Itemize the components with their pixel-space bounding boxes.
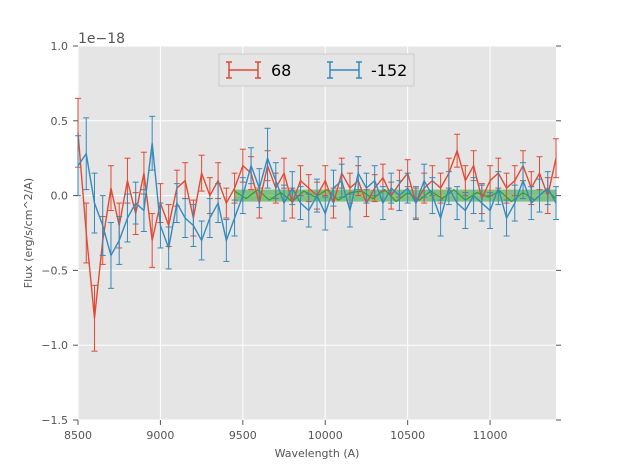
- y-tick-label: −1.0: [41, 339, 68, 352]
- x-axis-label: Wavelength (A): [275, 447, 360, 460]
- series-layer: [75, 97, 559, 352]
- y-tick-label: −1.5: [41, 414, 68, 427]
- legend-label-neg152: -152: [371, 61, 407, 80]
- x-tick-label: 9000: [146, 429, 174, 442]
- y-tick-label: 0.5: [51, 115, 69, 128]
- x-tick-label: 10500: [390, 429, 425, 442]
- ticks: 8500 9000 9500 10000 10500 11000 −1.5 −1.0 −0.5 0…: [41, 40, 561, 442]
- y-tick-label: 1.0: [51, 40, 69, 53]
- y-tick-label: 0.0: [51, 190, 69, 203]
- y-offset-label: 1e−18: [78, 31, 125, 47]
- plot-background: [78, 46, 556, 420]
- x-tick-label: 8500: [64, 429, 92, 442]
- legend: 68 -152: [218, 53, 415, 87]
- series-1: [75, 115, 559, 289]
- legend-handle-neg152: [327, 61, 362, 79]
- legend-handle-68: [226, 61, 261, 79]
- y-tick-label: −0.5: [41, 264, 68, 277]
- band-layer: [234, 188, 557, 203]
- x-tick-label: 9500: [229, 429, 257, 442]
- series-line: [77, 143, 557, 258]
- x-tick-label: 11000: [473, 429, 508, 442]
- band-line: [234, 188, 557, 203]
- y-axis-label: Flux (erg/s/cm^2/A): [22, 178, 35, 288]
- x-tick-label: 10000: [308, 429, 343, 442]
- uncertainty-band: [234, 189, 556, 202]
- legend-label-68: 68: [271, 61, 291, 80]
